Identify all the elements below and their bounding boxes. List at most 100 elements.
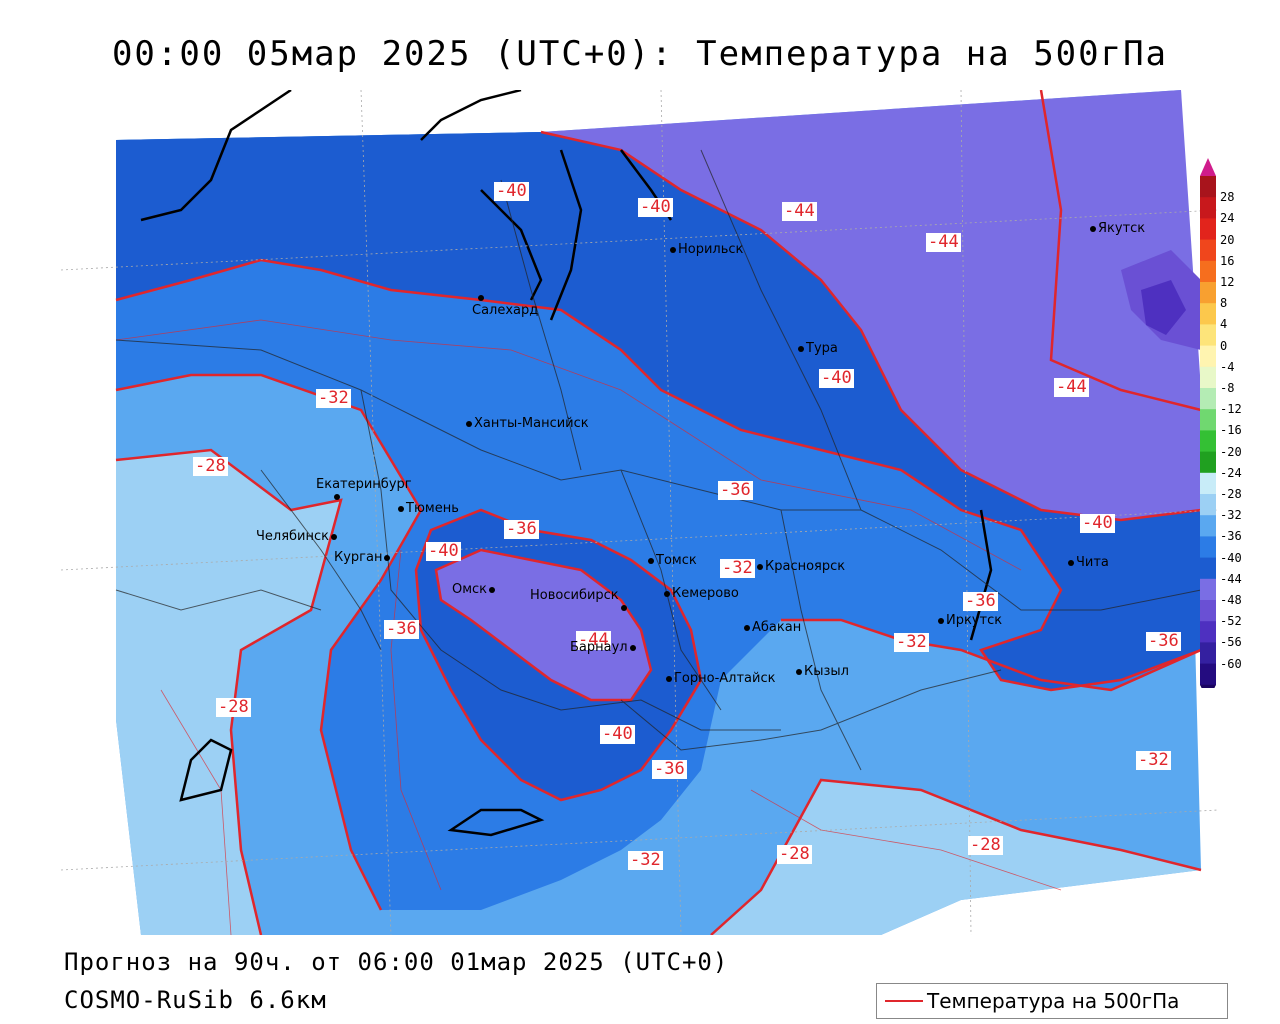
city-label: Тюмень (398, 501, 459, 516)
city-label: Тура (798, 341, 838, 356)
contour-lines (115, 90, 1202, 935)
scale-tick-label: -36 (1220, 529, 1242, 544)
city-label: Салехард (472, 303, 539, 318)
temperature-map (61, 90, 1218, 935)
city-label: Норильск (670, 242, 743, 257)
contour-label: -32 (1136, 750, 1171, 770)
scale-swatch (1200, 239, 1216, 262)
scale-swatch (1200, 515, 1216, 537)
scale-swatch (1200, 388, 1216, 410)
contour-label: -40 (494, 181, 529, 201)
scale-swatch (1200, 282, 1216, 304)
zone-36 (116, 132, 1201, 910)
contour-label: -28 (968, 835, 1003, 855)
contour-label: -36 (384, 619, 419, 639)
contour-label: -32 (628, 850, 663, 870)
city-label: Кызыл (796, 664, 849, 679)
city-label: Иркутск (938, 613, 1002, 628)
contour-label: -36 (963, 591, 998, 611)
contour-label: -40 (426, 541, 461, 561)
scale-swatch (1200, 621, 1216, 643)
contour-label: -36 (504, 519, 539, 539)
legend-line (885, 1000, 923, 1002)
contour-label: -44 (782, 201, 817, 221)
legend-label: Температура на 500гПа (927, 989, 1180, 1013)
city-label (478, 290, 486, 305)
scale-tick-label: -28 (1220, 487, 1242, 501)
contour-label: -28 (216, 697, 251, 717)
scale-swatch (1200, 494, 1216, 516)
scale-swatch (1200, 451, 1216, 474)
scale-tick-label: 12 (1220, 275, 1235, 289)
city-label: Абакан (744, 620, 801, 635)
contour-label: -44 (926, 232, 961, 252)
city-label: Челябинск (256, 529, 339, 544)
scale-tick-label: -12 (1220, 402, 1242, 417)
scale-swatch (1200, 176, 1216, 198)
scale-tick-label: 4 (1220, 317, 1228, 332)
scale-tick-label: -20 (1220, 444, 1242, 459)
contour-label: -44 (576, 630, 611, 650)
city-label: Кемерово (664, 586, 739, 601)
scale-swatch (1200, 663, 1216, 686)
scale-swatch (1200, 430, 1216, 453)
scale-tick-label: -24 (1220, 465, 1242, 480)
city-label: Ханты-Мансийск (466, 416, 589, 431)
scale-swatch (1200, 557, 1216, 580)
city-label: Барнаул (570, 640, 638, 655)
scale-tick-label: 28 (1220, 190, 1235, 205)
contour-label: -28 (193, 456, 228, 476)
scale-tick-label: -16 (1220, 423, 1242, 438)
scale-tick-label: -4 (1220, 359, 1235, 374)
scale-tick-label: -44 (1220, 571, 1242, 586)
scale-top-arrow (1200, 158, 1216, 176)
city-label: Чита (1068, 555, 1109, 570)
scale-swatch (1200, 642, 1216, 665)
scale-tick-label: 8 (1220, 296, 1228, 311)
scale-bottom-arrow (1200, 684, 1216, 688)
scale-tick-label: 16 (1220, 253, 1235, 268)
scale-swatch (1200, 324, 1216, 347)
legend-box: Температура на 500гПа (876, 983, 1228, 1019)
city-label: Томск (648, 553, 697, 568)
scale-tick-label: -48 (1220, 593, 1242, 607)
contour-label: -36 (718, 480, 753, 500)
scale-swatch (1200, 409, 1216, 431)
city-label: Новосибирск (530, 588, 619, 603)
zone-28-west (116, 450, 341, 935)
contour-label: -32 (316, 388, 351, 408)
scale-swatch (1200, 303, 1216, 325)
city-label: Омск (452, 582, 497, 597)
contour-label: -32 (720, 558, 755, 578)
contour-label: -36 (652, 759, 687, 779)
city-label: Курган (334, 550, 392, 565)
zone-40-north (116, 130, 1201, 690)
scale-swatch (1200, 366, 1216, 389)
map-title: 00:00 05мар 2025 (UTC+0): Температура на… (111, 34, 1169, 74)
scale-swatch (1200, 197, 1216, 219)
city-label: Якутск (1090, 221, 1145, 236)
scale-tick-label: -60 (1220, 656, 1242, 671)
contour-label: -28 (777, 844, 812, 864)
scale-swatch (1200, 345, 1216, 368)
contour-label: -32 (894, 632, 929, 652)
model-info: COSMO-RuSib 6.6км (64, 986, 327, 1014)
zone-28-south (711, 780, 1201, 935)
scale-swatch (1200, 536, 1216, 559)
contour-label: -40 (600, 724, 635, 744)
scale-tick-label: -32 (1220, 508, 1242, 523)
scale-swatch (1200, 472, 1216, 495)
scale-tick-label: 24 (1220, 211, 1235, 226)
forecast-info: Прогноз на 90ч. от 06:00 01мар 2025 (UTC… (64, 948, 729, 976)
city-label (334, 489, 342, 504)
map-canvas (61, 90, 1218, 935)
scale-tick-label: -52 (1220, 614, 1242, 629)
scale-tick-label: -56 (1220, 635, 1242, 650)
scale-swatch (1200, 218, 1216, 241)
scale-swatch (1200, 260, 1216, 283)
contour-label: -36 (1146, 631, 1181, 651)
contour-label: -40 (1080, 513, 1115, 533)
city-label (621, 600, 629, 615)
graticule (61, 90, 1218, 935)
color-scale-bar (1200, 158, 1216, 688)
